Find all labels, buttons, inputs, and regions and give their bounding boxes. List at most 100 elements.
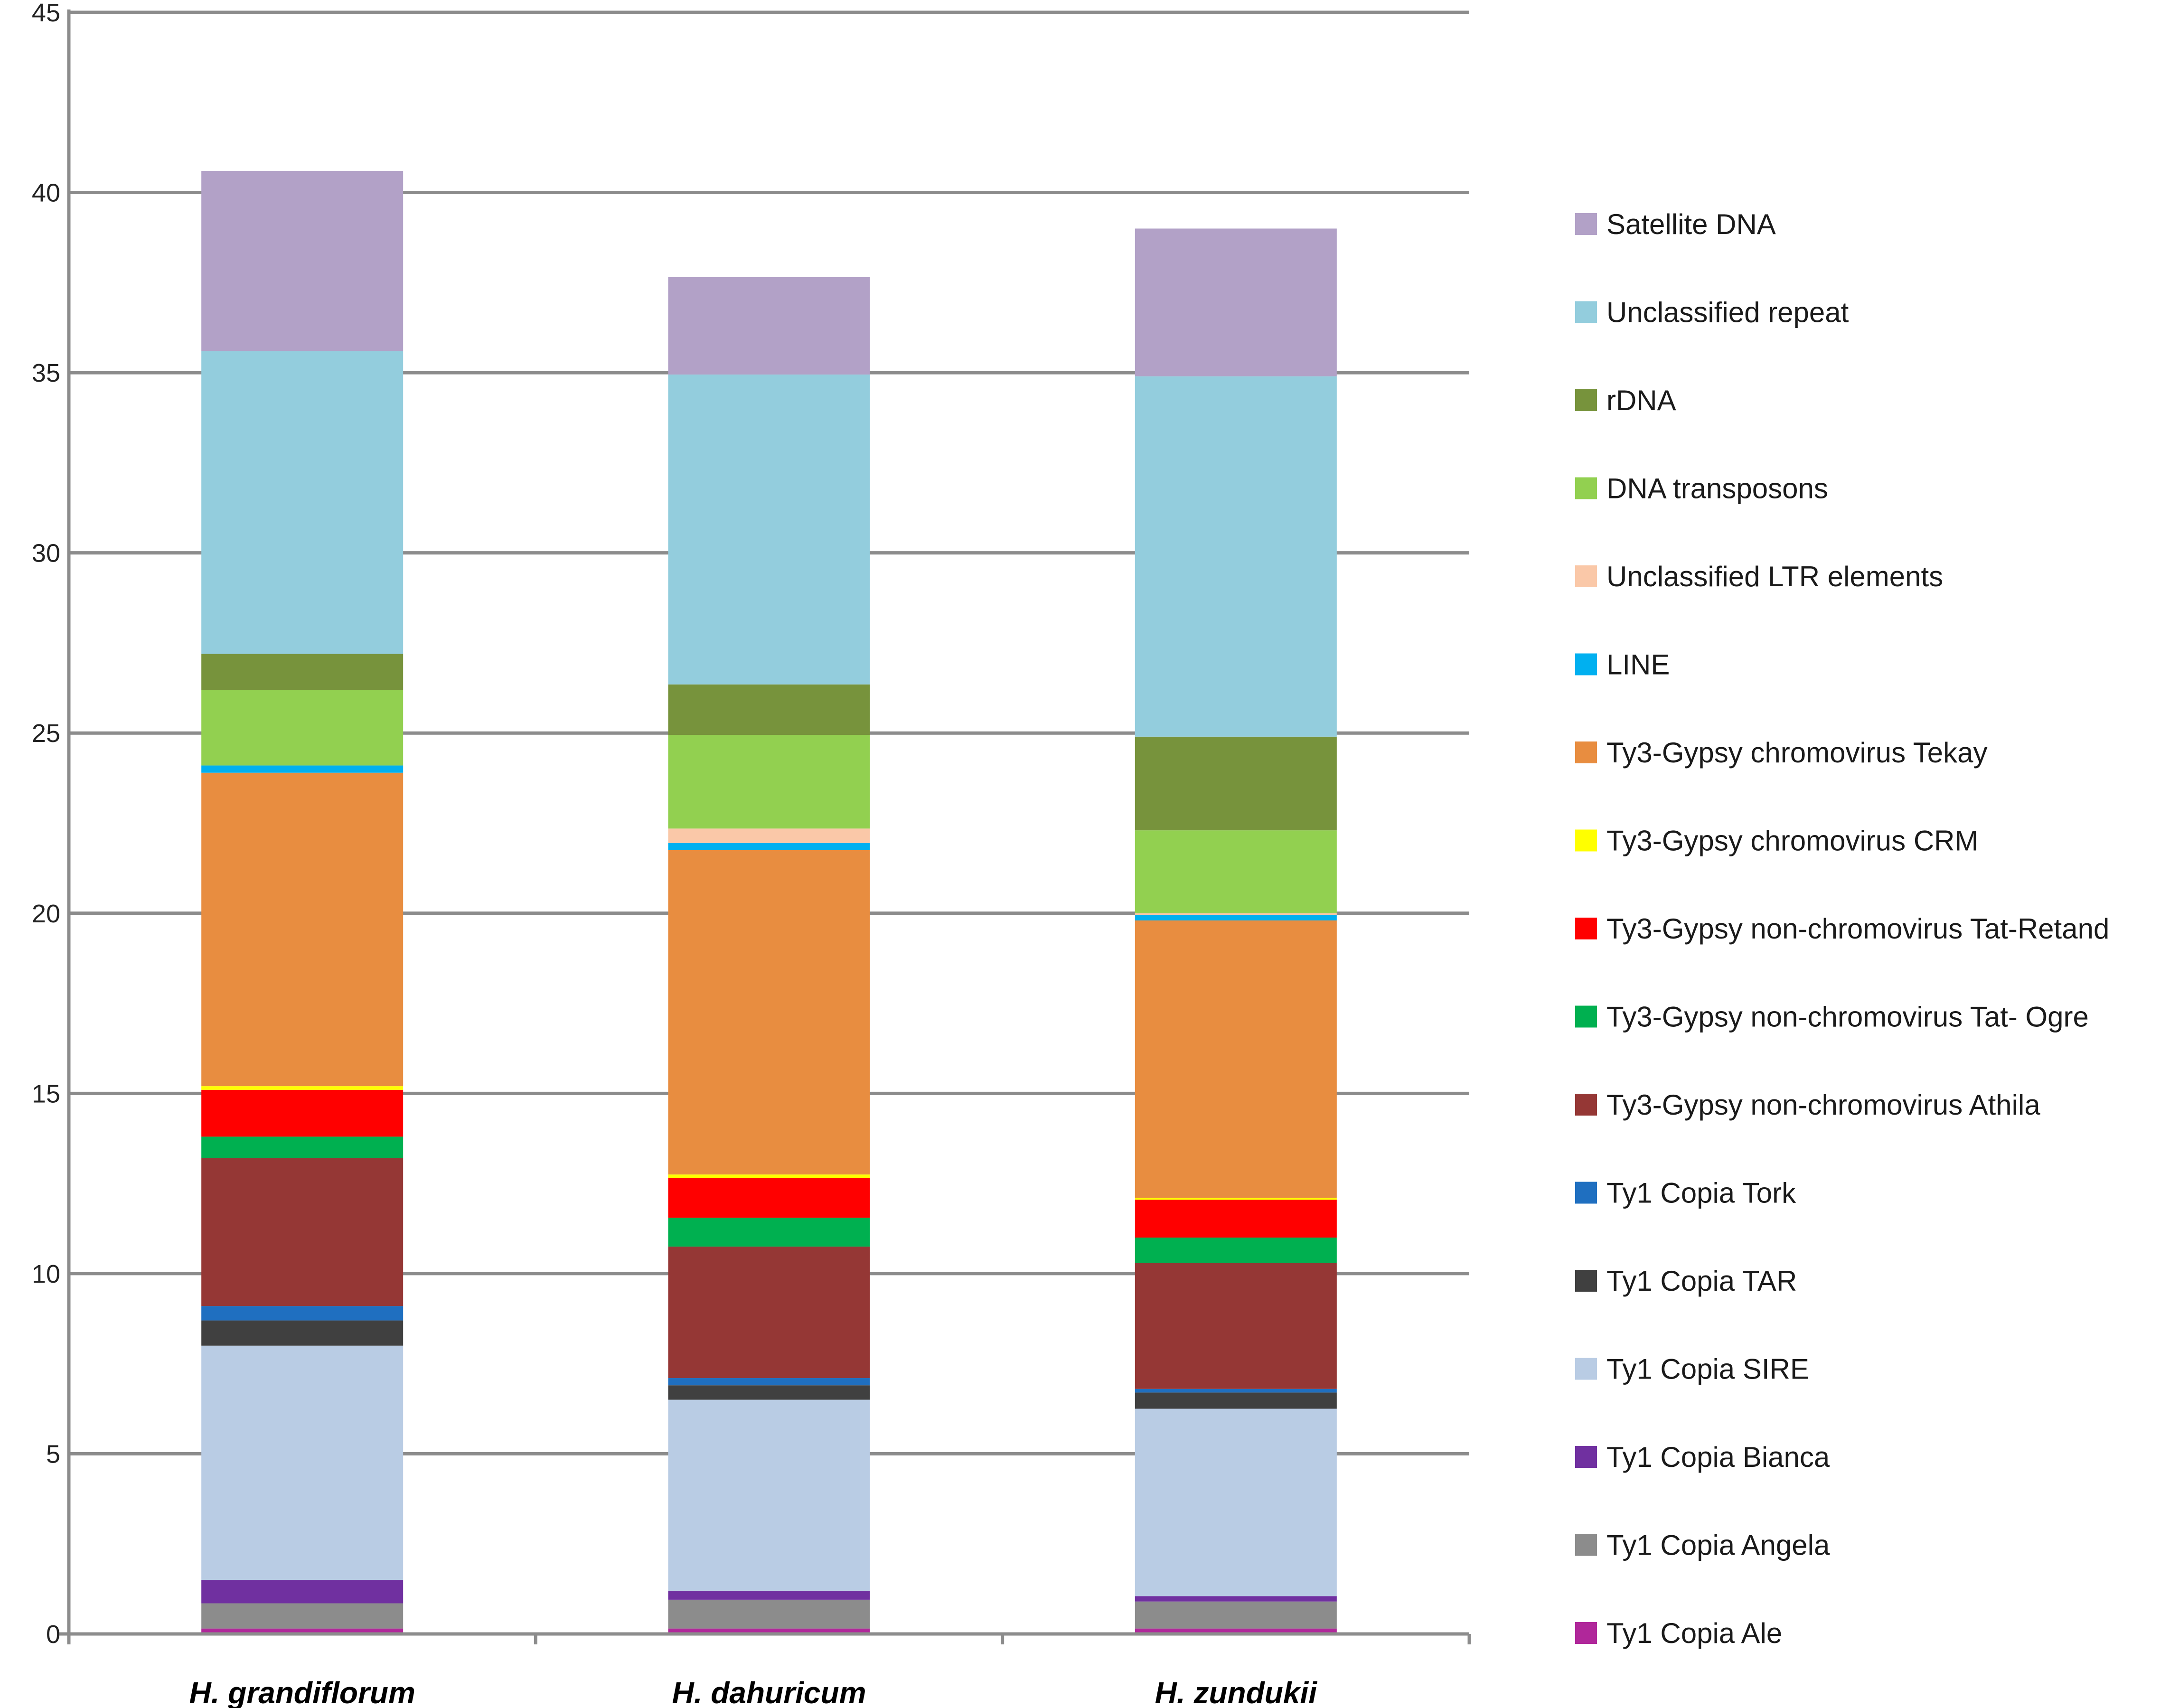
legend-swatch-2	[1575, 301, 1597, 323]
bar-segment-1-7	[201, 1158, 404, 1306]
bar-segment-1-8	[201, 1136, 404, 1158]
legend-label-3: rDNA	[1606, 385, 1676, 416]
bar-segment-2-8	[668, 1218, 870, 1247]
legend-label-17: Ty1 Copia Ale	[1606, 1617, 1782, 1649]
bar-segment-2-5	[668, 1385, 870, 1400]
bar-segment-1-14	[201, 690, 404, 766]
bar-segment-3-14	[1135, 830, 1337, 913]
bar-segment-1-9	[201, 1089, 404, 1137]
bar-segment-3-11	[1135, 920, 1337, 1198]
bar-segment-3-1	[1135, 1628, 1337, 1634]
legend-swatch-3	[1575, 389, 1597, 411]
bar-segment-2-6	[668, 1378, 870, 1386]
legend-swatch-17	[1575, 1622, 1597, 1644]
legend-label-8: Ty3-Gypsy chromovirus CRM	[1606, 825, 1978, 857]
bar-segment-1-4	[201, 1345, 404, 1580]
bar-segment-2-10	[668, 1174, 870, 1178]
bar-segment-1-2	[201, 1603, 404, 1629]
x-category-labels: H. grandiflorum H. dahuricum H. zundukii	[189, 1676, 1317, 1708]
legend-swatch-15	[1575, 1446, 1597, 1468]
bar-segment-3-2	[1135, 1601, 1337, 1629]
legend-swatch-8	[1575, 829, 1597, 852]
bar-segment-3-13	[1135, 913, 1337, 915]
bar-segment-2-15	[668, 684, 870, 735]
bar-segment-2-9	[668, 1178, 870, 1218]
bar-segment-3-8	[1135, 1237, 1337, 1263]
legend-label-10: Ty3-Gypsy non-chromovirus Tat- Ogre	[1606, 1001, 2089, 1033]
legend-label-6: LINE	[1606, 649, 1670, 681]
bar-segment-2-12	[668, 843, 870, 850]
bar-segment-1-15	[201, 654, 404, 690]
legend-label-1: Satellite DNA	[1606, 208, 1776, 240]
y-tick-label-40: 40	[32, 179, 60, 207]
y-tick-label-20: 20	[32, 900, 60, 928]
y-tick-label-5: 5	[46, 1440, 60, 1468]
legend-label-15: Ty1 Copia Bianca	[1606, 1441, 1830, 1473]
bar-segment-3-10	[1135, 1198, 1337, 1200]
bar-segment-3-5	[1135, 1392, 1337, 1409]
bar-segment-2-3	[668, 1590, 870, 1600]
bar-segment-3-6	[1135, 1389, 1337, 1393]
legend-label-16: Ty1 Copia Angela	[1606, 1530, 1830, 1561]
legend-label-13: Ty1 Copia TAR	[1606, 1265, 1797, 1297]
bar-segment-3-17	[1135, 228, 1337, 376]
bar-segment-1-17	[201, 171, 404, 351]
y-tick-label-10: 10	[32, 1260, 60, 1288]
x-category-label-2: H. dahuricum	[672, 1676, 866, 1708]
bar-segment-3-12	[1135, 915, 1337, 920]
legend-swatch-14	[1575, 1358, 1597, 1380]
legend-swatch-9	[1575, 918, 1597, 939]
bar-segment-1-1	[201, 1628, 404, 1634]
bar-segment-2-17	[668, 277, 870, 375]
bar-segment-1-5	[201, 1320, 404, 1346]
legend-label-4: DNA transposons	[1606, 473, 1828, 505]
legend-swatch-12	[1575, 1182, 1597, 1204]
legend-label-11: Ty3-Gypsy non-chromovirus Athila	[1606, 1089, 2040, 1121]
bar-segment-2-11	[668, 850, 870, 1175]
axes	[59, 9, 1471, 1644]
bar-segment-1-12	[201, 765, 404, 773]
legend-label-9: Ty3-Gypsy non-chromovirus Tat-Retand	[1606, 913, 2109, 945]
bar-segment-2-7	[668, 1246, 870, 1379]
legend-swatch-1	[1575, 213, 1597, 235]
y-tick-label-0: 0	[46, 1620, 60, 1649]
y-tick-label-25: 25	[32, 719, 60, 748]
bar-segment-1-16	[201, 351, 404, 654]
legend-label-14: Ty1 Copia SIRE	[1606, 1353, 1809, 1385]
bar-segment-2-16	[668, 374, 870, 685]
y-tick-label-30: 30	[32, 539, 60, 568]
legend-swatch-16	[1575, 1534, 1597, 1556]
bar-segment-1-10	[201, 1086, 404, 1090]
legend-swatch-4	[1575, 477, 1597, 499]
bar-segment-1-11	[201, 772, 404, 1087]
legend-swatch-11	[1575, 1094, 1597, 1116]
legend: Satellite DNA Unclassified repeat rDNA DNA …	[1575, 208, 2109, 1649]
bar-segment-2-2	[668, 1599, 870, 1629]
x-category-label-3: H. zundukii	[1155, 1676, 1318, 1708]
bar-segment-1-6	[201, 1306, 404, 1321]
legend-label-12: Ty1 Copia Tork	[1606, 1177, 1796, 1209]
bar-segment-1-3	[201, 1580, 404, 1604]
bar-segment-3-15	[1135, 736, 1337, 831]
legend-label-7: Ty3-Gypsy chromovirus Tekay	[1606, 737, 1987, 769]
legend-label-2: Unclassified repeat	[1606, 297, 1849, 328]
y-tick-labels: 0 5 10 15 20 25 30 35 40 45	[32, 0, 60, 1649]
bar-segment-2-13	[668, 828, 870, 843]
bar-segment-2-4	[668, 1399, 870, 1591]
legend-swatch-10	[1575, 1005, 1597, 1028]
bar-segment-2-1	[668, 1628, 870, 1634]
bar-segment-3-7	[1135, 1263, 1337, 1389]
legend-swatch-7	[1575, 741, 1597, 763]
y-tick-label-35: 35	[32, 359, 60, 387]
legend-swatch-13	[1575, 1270, 1597, 1292]
bar-segment-3-9	[1135, 1200, 1337, 1238]
bars	[201, 171, 1337, 1634]
legend-label-5: Unclassified LTR elements	[1606, 561, 1943, 592]
bar-segment-3-16	[1135, 376, 1337, 737]
legend-swatch-6	[1575, 653, 1597, 676]
y-tick-label-15: 15	[32, 1079, 60, 1108]
legend-swatch-5	[1575, 565, 1597, 587]
y-tick-label-45: 45	[32, 0, 60, 27]
x-category-label-1: H. grandiflorum	[189, 1676, 415, 1708]
